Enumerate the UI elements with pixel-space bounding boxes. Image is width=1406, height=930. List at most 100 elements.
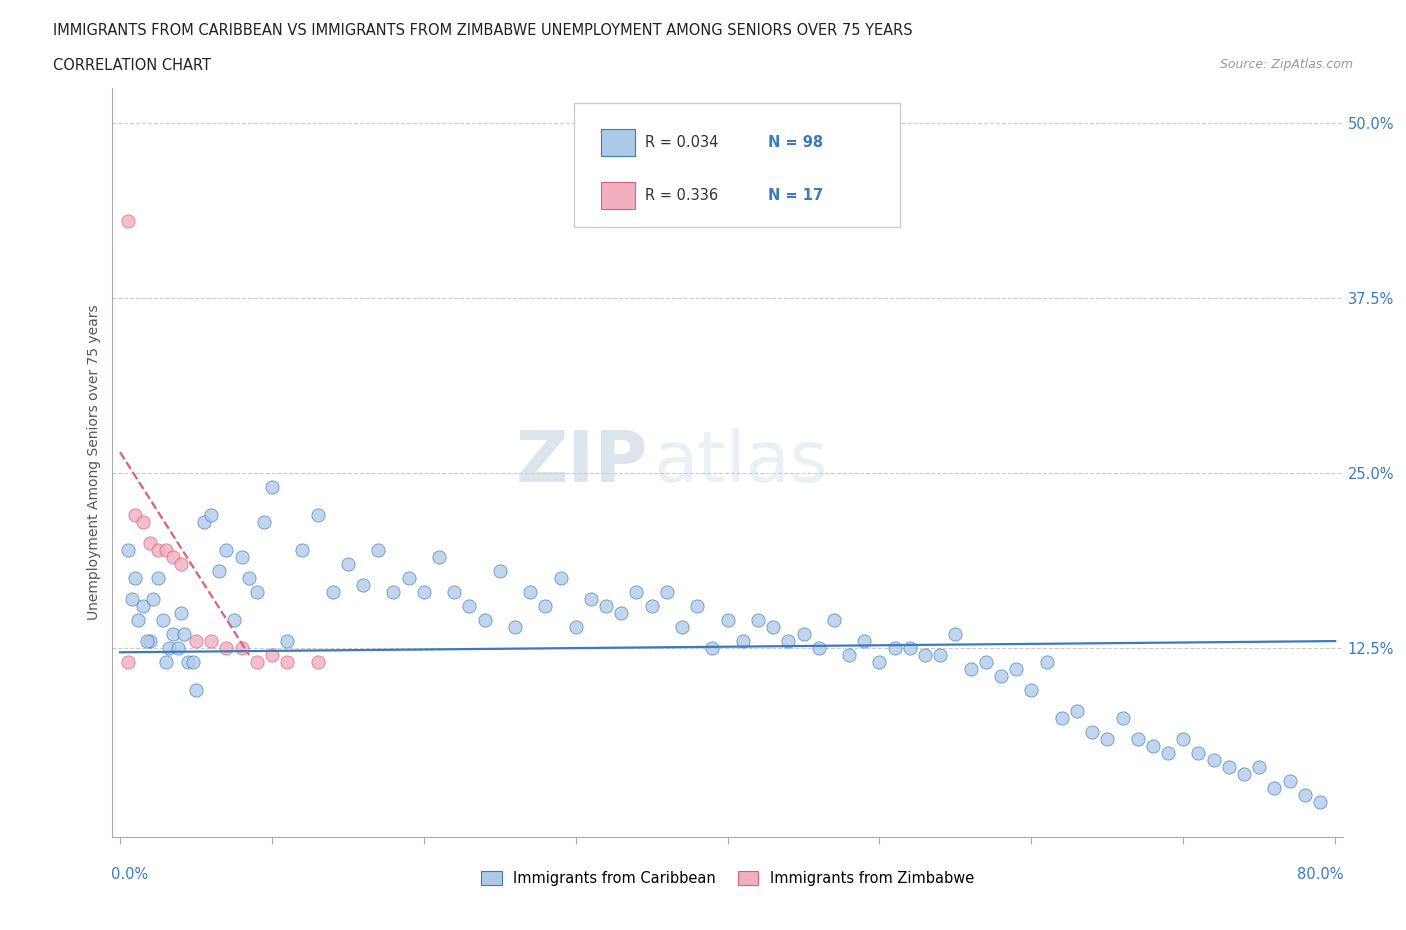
Point — [1309, 794, 1331, 809]
Point — [1202, 752, 1225, 767]
Point — [1142, 738, 1164, 753]
Point — [124, 508, 146, 523]
Point — [914, 647, 936, 662]
Point — [367, 543, 389, 558]
Point — [208, 564, 231, 578]
Point — [778, 633, 800, 648]
Point — [124, 571, 146, 586]
Point — [155, 655, 177, 670]
Point — [974, 655, 997, 670]
Point — [823, 613, 845, 628]
Text: 80.0%: 80.0% — [1298, 867, 1344, 882]
Point — [519, 585, 541, 600]
Point — [717, 613, 740, 628]
Point — [322, 585, 344, 600]
Point — [671, 619, 693, 634]
Point — [807, 641, 830, 656]
Bar — [600, 182, 636, 209]
Text: R = 0.336: R = 0.336 — [645, 188, 718, 203]
Point — [427, 550, 450, 565]
FancyBboxPatch shape — [574, 103, 900, 227]
Point — [564, 619, 586, 634]
Point — [412, 585, 434, 600]
Point — [762, 619, 785, 634]
Point — [181, 655, 204, 670]
Point — [238, 571, 260, 586]
Text: N = 98: N = 98 — [768, 135, 824, 150]
Text: atlas: atlas — [654, 428, 828, 498]
Point — [276, 655, 298, 670]
Point — [352, 578, 374, 592]
Point — [929, 647, 952, 662]
Point — [142, 591, 165, 606]
Point — [152, 613, 174, 628]
Point — [231, 550, 253, 565]
Point — [307, 508, 329, 523]
Text: CORRELATION CHART: CORRELATION CHART — [53, 58, 211, 73]
Point — [838, 647, 860, 662]
Point — [253, 514, 276, 529]
Point — [640, 599, 662, 614]
Point — [898, 641, 921, 656]
Point — [1097, 732, 1119, 747]
Point — [291, 543, 314, 558]
Point — [534, 599, 557, 614]
Legend: Immigrants from Caribbean, Immigrants from Zimbabwe: Immigrants from Caribbean, Immigrants fr… — [481, 870, 974, 886]
Point — [1066, 704, 1088, 719]
Point — [146, 571, 169, 586]
Point — [231, 641, 253, 656]
Point — [170, 605, 193, 620]
Point — [132, 599, 155, 614]
Point — [307, 655, 329, 670]
Point — [139, 536, 162, 551]
Point — [139, 633, 162, 648]
Point — [686, 599, 709, 614]
Point — [246, 655, 269, 670]
Point — [215, 641, 238, 656]
Point — [184, 633, 207, 648]
Point — [610, 605, 633, 620]
Point — [474, 613, 496, 628]
Y-axis label: Unemployment Among Seniors over 75 years: Unemployment Among Seniors over 75 years — [87, 305, 101, 620]
Point — [222, 613, 245, 628]
Point — [121, 591, 143, 606]
Point — [127, 613, 149, 628]
Point — [458, 599, 481, 614]
Bar — [600, 128, 636, 155]
Text: R = 0.034: R = 0.034 — [645, 135, 718, 150]
Point — [1218, 760, 1240, 775]
Point — [1035, 655, 1057, 670]
Point — [1249, 760, 1271, 775]
Point — [655, 585, 678, 600]
Point — [398, 571, 420, 586]
Point — [793, 627, 815, 642]
Point — [503, 619, 526, 634]
Point — [136, 633, 159, 648]
Point — [162, 550, 184, 565]
Point — [1233, 766, 1256, 781]
Point — [382, 585, 405, 600]
Point — [200, 508, 222, 523]
Point — [260, 647, 283, 662]
Point — [869, 655, 891, 670]
Point — [170, 557, 193, 572]
Point — [579, 591, 602, 606]
Point — [155, 543, 177, 558]
Point — [747, 613, 769, 628]
Point — [200, 633, 222, 648]
Point — [276, 633, 298, 648]
Point — [702, 641, 724, 656]
Point — [959, 661, 981, 676]
Point — [184, 683, 207, 698]
Point — [157, 641, 180, 656]
Text: ZIP: ZIP — [516, 428, 648, 498]
Text: N = 17: N = 17 — [768, 188, 824, 203]
Point — [1278, 774, 1301, 789]
Point — [626, 585, 648, 600]
Point — [117, 543, 139, 558]
Point — [1157, 746, 1180, 761]
Point — [853, 633, 876, 648]
Point — [173, 627, 195, 642]
Point — [488, 564, 510, 578]
Point — [193, 514, 215, 529]
